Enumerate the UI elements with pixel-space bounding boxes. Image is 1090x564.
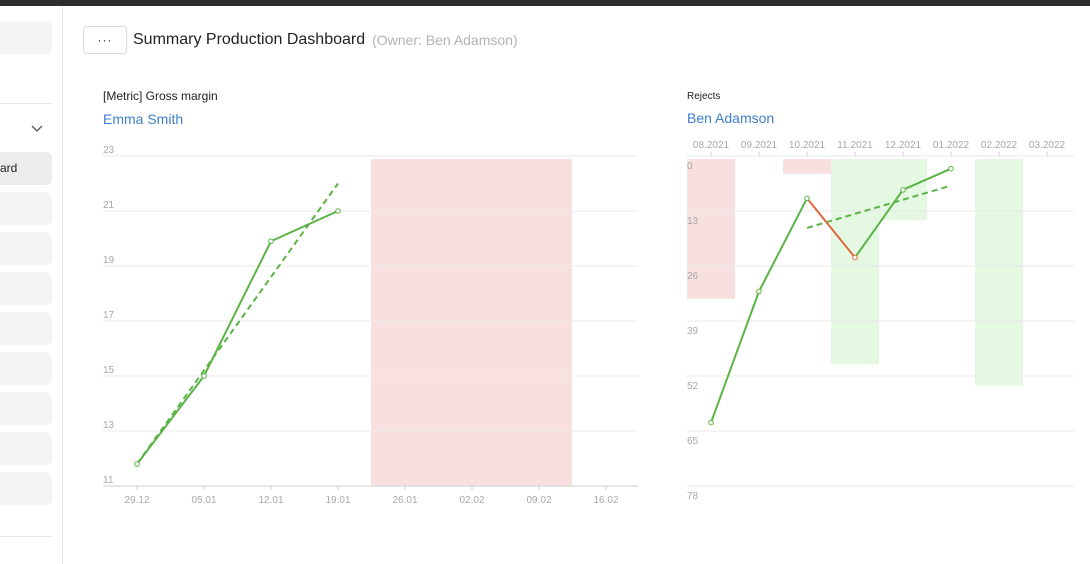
sidebar-button[interactable] <box>0 21 52 54</box>
series-segment <box>806 197 856 259</box>
widget-title-gross-margin: [Metric] Gross margin <box>103 89 218 103</box>
x-tick-label: 16.02 <box>593 495 618 506</box>
y-tick-label: 65 <box>687 436 699 447</box>
y-tick-label: 78 <box>687 491 699 502</box>
data-point <box>708 419 714 426</box>
sidebar-item-active[interactable]: ard <box>0 152 52 185</box>
x-tick-label: 12.01 <box>258 495 283 506</box>
x-tick-label: 26.01 <box>392 495 417 506</box>
data-point <box>134 461 140 467</box>
x-tick-label: 09.2021 <box>741 140 778 151</box>
bar <box>927 159 975 179</box>
sidebar-item[interactable] <box>0 192 52 225</box>
dashboard-owner: (Owner: Ben Adamson) <box>372 32 518 48</box>
x-tick-label: 02.2022 <box>981 140 1018 151</box>
bar <box>783 159 831 174</box>
trend-line <box>806 184 952 229</box>
data-point <box>756 288 762 295</box>
sidebar-item[interactable] <box>0 392 52 425</box>
y-tick-label: 13 <box>103 420 115 431</box>
sidebar-item[interactable] <box>0 352 52 385</box>
x-tick-label: 19.01 <box>325 495 350 506</box>
y-tick-label: 39 <box>687 326 699 337</box>
series-segment <box>710 291 760 423</box>
chevron-down-icon[interactable] <box>30 122 44 136</box>
x-tick-label: 09.02 <box>526 495 551 506</box>
series-segment <box>854 189 904 259</box>
y-tick-label: 21 <box>103 200 115 211</box>
sidebar: ard <box>0 6 63 564</box>
series-line <box>136 210 339 465</box>
x-tick-label: 05.01 <box>191 495 216 506</box>
sidebar-item-label: ard <box>0 161 18 175</box>
highlight-band <box>371 159 572 486</box>
data-point <box>900 187 906 193</box>
widget-title-rejects: Rejects <box>687 91 721 102</box>
page-title: Summary Production Dashboard <box>133 31 366 48</box>
bar <box>879 159 927 221</box>
dashboard-header: ··· Summary Production Dashboard (Owner:… <box>83 26 518 54</box>
y-tick-label: 11 <box>103 475 114 486</box>
y-tick-label: 23 <box>103 145 115 156</box>
widget-owner-link[interactable]: Emma Smith <box>103 111 184 127</box>
trend-line <box>136 182 339 465</box>
window-top-bar <box>0 0 1090 6</box>
x-tick-label: 12.2021 <box>885 140 922 151</box>
y-tick-label: 13 <box>687 216 699 227</box>
sidebar-item[interactable] <box>0 312 52 345</box>
more-menu-button[interactable]: ··· <box>83 26 127 54</box>
bar <box>975 159 1023 386</box>
x-tick-label: 29.12 <box>124 495 149 506</box>
x-tick-label: 10.2021 <box>789 140 826 151</box>
data-point <box>201 373 207 379</box>
sidebar-item[interactable] <box>0 272 52 305</box>
data-point <box>804 195 810 202</box>
x-tick-label: 02.02 <box>459 495 484 506</box>
sidebar-item[interactable] <box>0 432 52 465</box>
y-tick-label: 17 <box>103 310 115 321</box>
x-tick-label: 01.2022 <box>933 140 970 151</box>
y-tick-label: 0 <box>687 161 693 172</box>
x-tick-label: 11.2021 <box>837 140 873 151</box>
bar <box>687 159 735 299</box>
series-segment <box>902 167 952 191</box>
y-tick-label: 52 <box>687 381 699 392</box>
data-point <box>268 238 274 245</box>
data-point <box>852 254 858 261</box>
sidebar-divider <box>0 103 52 104</box>
sidebar-item[interactable] <box>0 232 52 265</box>
y-tick-label: 19 <box>103 255 115 266</box>
data-point <box>948 165 954 172</box>
x-tick-label: 08.2021 <box>693 140 730 151</box>
x-tick-label: 03.2022 <box>1029 140 1066 151</box>
widget-owner-link[interactable]: Ben Adamson <box>687 110 775 126</box>
y-tick-label: 26 <box>687 271 699 282</box>
y-tick-label: 15 <box>103 365 115 376</box>
series-segment <box>758 197 808 292</box>
sidebar-item[interactable] <box>0 472 52 505</box>
bar <box>831 159 879 365</box>
sidebar-divider <box>0 536 52 537</box>
data-point <box>335 208 341 214</box>
